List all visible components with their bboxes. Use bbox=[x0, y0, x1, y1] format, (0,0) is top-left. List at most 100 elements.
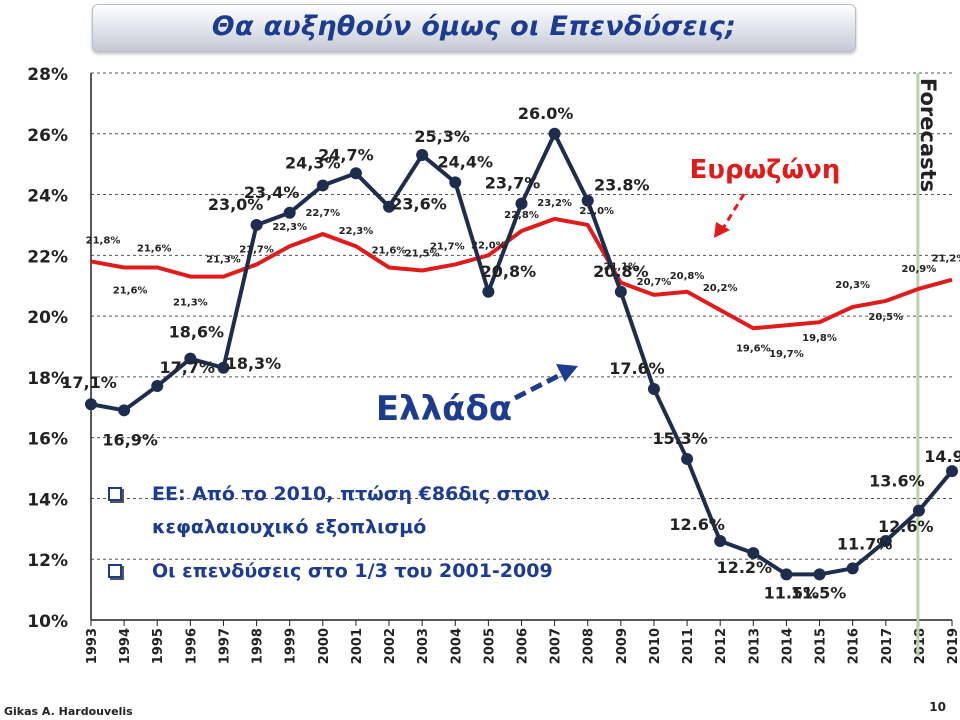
data-label-eurozone: 20,2% bbox=[703, 283, 738, 294]
x-tick-label: 1998 bbox=[251, 628, 266, 664]
series-name-eurozone: Ευρωζώνη bbox=[690, 155, 841, 185]
greece-arrow-line bbox=[513, 371, 564, 401]
data-label-eurozone: 21,3% bbox=[173, 298, 208, 309]
bullet-item: Οι επενδύσεις στο 1/3 του 2001-2009 bbox=[104, 555, 564, 588]
data-label-eurozone: 21,7% bbox=[239, 244, 274, 255]
x-tick-label: 2003 bbox=[416, 628, 431, 664]
data-label-greece: 15.3% bbox=[652, 429, 708, 448]
x-tick-label: 2000 bbox=[317, 628, 332, 664]
data-label-greece: 23,7% bbox=[485, 174, 541, 193]
data-label-greece: 20.8% bbox=[593, 262, 649, 281]
bullet-list: ΕΕ: Από το 2010, πτώση €86δις στον κεφαλ… bbox=[104, 478, 564, 599]
data-label-eurozone: 22,3% bbox=[339, 226, 374, 237]
data-point-greece bbox=[548, 127, 561, 140]
data-label-eurozone: 21,6% bbox=[113, 285, 148, 296]
data-point-greece bbox=[283, 206, 296, 219]
data-label-greece: 23,0% bbox=[208, 195, 264, 214]
data-point-greece bbox=[846, 562, 859, 575]
data-label-eurozone: 22,3% bbox=[272, 222, 307, 233]
y-tick-label: 26% bbox=[27, 126, 68, 146]
title-bar: Θα αυξηθούν όμως οι Επενδύσεις; bbox=[92, 4, 856, 52]
data-label-eurozone: 21,2% bbox=[932, 254, 960, 265]
data-point-greece bbox=[813, 568, 826, 581]
y-tick-label: 10% bbox=[27, 612, 68, 632]
data-label-greece: 23.8% bbox=[594, 176, 650, 195]
x-tick-label: 2010 bbox=[648, 628, 663, 664]
x-tick-label: 1999 bbox=[284, 628, 299, 664]
data-label-greece: 23,4% bbox=[244, 183, 300, 202]
data-label-eurozone: 23,2% bbox=[537, 198, 572, 209]
page-number: 10 bbox=[929, 700, 946, 714]
data-point-greece bbox=[681, 452, 694, 465]
data-label-eurozone: 22,8% bbox=[504, 210, 539, 221]
series-name-greece: Ελλάδα bbox=[376, 389, 512, 429]
y-tick-label: 12% bbox=[27, 551, 68, 571]
data-point-greece bbox=[85, 398, 97, 411]
data-label-eurozone: 20,9% bbox=[902, 264, 937, 275]
data-point-greece bbox=[349, 167, 362, 180]
x-tick-label: 2014 bbox=[780, 628, 795, 664]
data-point-greece bbox=[184, 352, 197, 365]
y-tick-label: 16% bbox=[27, 430, 68, 450]
x-tick-label: 2012 bbox=[714, 628, 729, 664]
y-tick-label: 28% bbox=[27, 65, 68, 85]
x-tick-label: 1994 bbox=[118, 628, 133, 664]
data-label-greece: 18,6% bbox=[169, 323, 225, 342]
x-tick-label: 2018 bbox=[913, 628, 928, 664]
bullet-item: ΕΕ: Από το 2010, πτώση €86δις στον κεφαλ… bbox=[104, 478, 564, 544]
data-label-eurozone: 21,6% bbox=[372, 245, 407, 256]
data-label-greece: 17.6% bbox=[609, 359, 665, 378]
x-tick-label: 1995 bbox=[151, 628, 166, 664]
data-point-greece bbox=[416, 149, 429, 162]
data-label-greece: 11.5% bbox=[764, 583, 820, 602]
x-tick-label: 2019 bbox=[946, 628, 960, 664]
y-tick-label: 22% bbox=[27, 247, 68, 267]
data-label-greece: 16,9% bbox=[102, 430, 158, 449]
data-point-greece bbox=[946, 465, 958, 478]
data-label-greece: 11.7% bbox=[837, 534, 893, 553]
eurozone-arrow-head bbox=[714, 222, 730, 238]
data-label-greece: 24,4% bbox=[438, 152, 494, 171]
data-label-greece: 17,7% bbox=[159, 358, 215, 377]
data-label-eurozone: 19,8% bbox=[802, 333, 837, 344]
data-label-greece: 12.6% bbox=[878, 517, 934, 536]
x-tick-label: 1996 bbox=[184, 628, 199, 664]
greece-arrow-head bbox=[556, 364, 578, 382]
data-point-greece bbox=[217, 361, 230, 374]
bullet-text: ΕΕ: Από το 2010, πτώση €86δις στον κεφαλ… bbox=[152, 483, 550, 538]
data-point-greece bbox=[912, 504, 925, 517]
series-line-eurozone bbox=[90, 216, 953, 331]
y-tick-label: 18% bbox=[27, 369, 68, 389]
data-label-eurozone: 21,5% bbox=[405, 249, 440, 260]
author-credit: Gikas A. Hardouvelis bbox=[4, 705, 133, 718]
data-point-greece bbox=[581, 194, 594, 207]
x-tick-label: 2008 bbox=[582, 628, 597, 664]
data-label-eurozone: 22,7% bbox=[305, 208, 340, 219]
data-point-greece bbox=[879, 534, 892, 547]
data-label-eurozone: 20,7% bbox=[637, 277, 672, 288]
checkbox-bullet-icon bbox=[108, 487, 122, 501]
data-label-eurozone: 21,7% bbox=[430, 241, 465, 252]
data-point-greece bbox=[714, 534, 727, 547]
x-tick-label: 2007 bbox=[549, 628, 564, 664]
bullet-text: Οι επενδύσεις στο 1/3 του 2001-2009 bbox=[152, 560, 553, 582]
data-label-eurozone: 21,8% bbox=[86, 235, 121, 246]
data-point-greece bbox=[747, 547, 760, 560]
data-point-greece bbox=[515, 197, 528, 210]
data-point-greece bbox=[383, 200, 396, 213]
y-tick-label: 14% bbox=[27, 490, 68, 510]
data-label-greece: 20,8% bbox=[481, 262, 537, 281]
data-label-greece: 14.9% bbox=[924, 447, 960, 466]
data-point-greece bbox=[780, 568, 793, 581]
data-label-greece: 24,3% bbox=[285, 153, 341, 172]
x-tick-label: 2005 bbox=[482, 628, 497, 664]
data-label-greece: 12.6% bbox=[669, 515, 725, 534]
x-tick-label: 2004 bbox=[449, 628, 464, 664]
data-label-greece: 11.5% bbox=[791, 583, 847, 602]
data-point-greece bbox=[449, 176, 462, 189]
data-label-eurozone: 19,6% bbox=[736, 343, 771, 354]
slide-title: Θα αυξηθούν όμως οι Επενδύσεις; bbox=[211, 11, 737, 42]
data-label-eurozone: 21,1% bbox=[603, 262, 638, 273]
data-label-greece: 24,7% bbox=[318, 145, 374, 164]
